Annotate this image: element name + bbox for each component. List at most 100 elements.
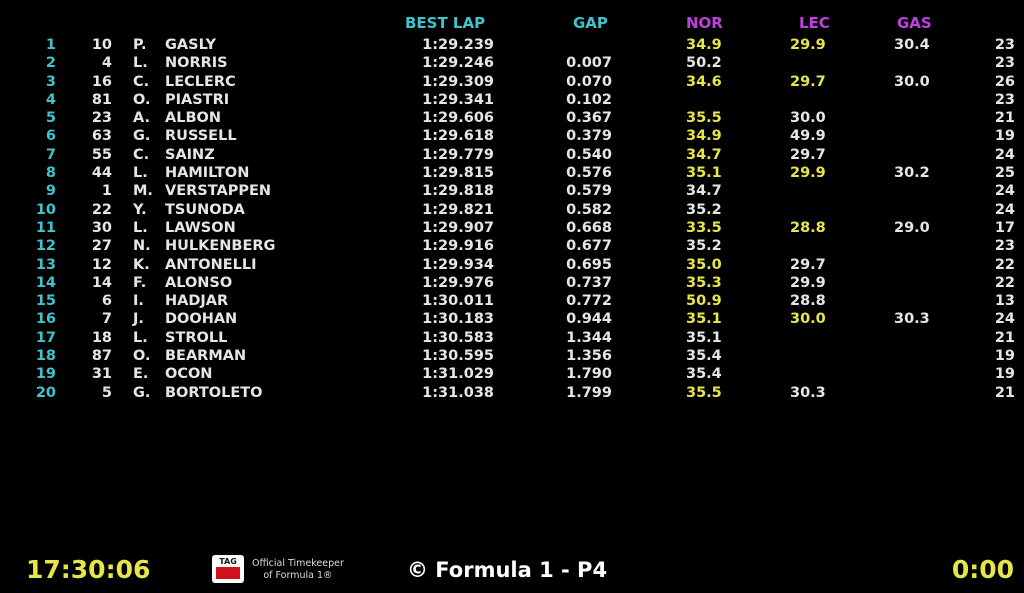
table-row: 3 16 C. LECLERC 1:29.309 0.070 34.6 29.7 30.0 26: [0, 73, 1024, 91]
table-row: 9 1 M. VERSTAPPEN 1:29.818 0.579 34.7 24: [0, 182, 1024, 200]
timing-table: 1 10 P. GASLY 1:29.239 34.9 29.9 30.4 23 2 4 L. NORR…: [0, 36, 1024, 402]
gap: 0.379: [566, 128, 612, 145]
sector-1: 34.7: [686, 183, 722, 200]
table-row: 16 7 J. DOOHAN 1:30.183 0.944 35.1 30.0 30.3 24: [0, 310, 1024, 328]
gap: 0.367: [566, 110, 612, 127]
car-number: 23: [91, 110, 112, 127]
header-sector-3: GAS: [897, 14, 932, 32]
sector-1: 35.1: [686, 311, 722, 328]
table-row: 4 81 O. PIASTRI 1:29.341 0.102 23: [0, 91, 1024, 109]
driver-name: BEARMAN: [165, 348, 247, 365]
gap: 0.944: [566, 311, 612, 328]
sector-2: 30.0: [790, 110, 826, 127]
position: 9: [45, 183, 56, 200]
table-row: 2 4 L. NORRIS 1:29.246 0.007 50.2 23: [0, 54, 1024, 72]
header-best-lap: BEST LAP: [405, 14, 486, 32]
sector-1: 35.0: [686, 256, 722, 273]
lap-count: 25: [994, 165, 1015, 182]
driver-initial: I.: [133, 293, 144, 310]
table-row: 18 87 O. BEARMAN 1:30.595 1.356 35.4 19: [0, 347, 1024, 365]
driver-name: DOOHAN: [165, 311, 238, 328]
sector-2: 30.0: [790, 311, 826, 328]
sector-1: 34.9: [686, 128, 722, 145]
position: 15: [35, 293, 56, 310]
sector-2: 29.7: [790, 146, 826, 163]
lap-count: 23: [994, 91, 1015, 108]
lap-count: 24: [994, 183, 1015, 200]
driver-name: PIASTRI: [165, 91, 230, 108]
best-lap: 1:30.583: [422, 329, 494, 346]
sector-1: 35.2: [686, 238, 722, 255]
car-number: 55: [91, 146, 112, 163]
car-number: 44: [91, 165, 112, 182]
lap-count: 23: [994, 37, 1015, 53]
header-sector-2: LEC: [799, 14, 830, 32]
gap: 1.790: [566, 366, 612, 383]
car-number: 27: [91, 238, 112, 255]
car-number: 18: [91, 329, 112, 346]
driver-initial: L.: [133, 329, 148, 346]
session-brand: © Formula 1 - P4: [407, 558, 608, 582]
car-number: 81: [91, 91, 112, 108]
driver-initial: K.: [133, 256, 150, 273]
best-lap: 1:31.029: [422, 366, 494, 383]
table-row: 17 18 L. STROLL 1:30.583 1.344 35.1 21: [0, 329, 1024, 347]
driver-name: NORRIS: [165, 55, 228, 72]
sector-3: 30.0: [894, 73, 930, 90]
gap: 0.772: [566, 293, 612, 310]
sector-1: 35.5: [686, 384, 722, 401]
driver-initial: Y.: [133, 201, 147, 218]
lap-count: 19: [994, 348, 1015, 365]
gap: 0.102: [566, 91, 612, 108]
car-number: 4: [101, 55, 112, 72]
sector-2: 28.8: [790, 293, 826, 310]
position: 5: [45, 110, 56, 127]
best-lap: 1:29.976: [422, 274, 494, 291]
driver-initial: F.: [133, 274, 147, 291]
table-row: 13 12 K. ANTONELLI 1:29.934 0.695 35.0 29.7 22: [0, 256, 1024, 274]
position: 11: [35, 219, 56, 236]
driver-initial: L.: [133, 165, 148, 182]
sector-3: 30.3: [894, 311, 930, 328]
tag-heuer-logo-text: TAG: [219, 557, 237, 566]
table-row: 8 44 L. HAMILTON 1:29.815 0.576 35.1 29.9 30.2 25: [0, 164, 1024, 182]
driver-name: OCON: [165, 366, 213, 383]
lap-count: 13: [994, 293, 1015, 310]
position: 18: [35, 348, 56, 365]
position: 16: [35, 311, 56, 328]
gap: 0.677: [566, 238, 612, 255]
sector-1: 34.9: [686, 37, 722, 53]
gap: 0.540: [566, 146, 612, 163]
driver-initial: C.: [133, 73, 150, 90]
driver-initial: O.: [133, 348, 151, 365]
lap-count: 23: [994, 238, 1015, 255]
timekeeper-line-1: Official Timekeeper: [252, 558, 344, 569]
table-row: 14 14 F. ALONSO 1:29.976 0.737 35.3 29.9 22: [0, 274, 1024, 292]
driver-name: ALBON: [165, 110, 221, 127]
sector-1: 35.4: [686, 348, 722, 365]
table-row: 10 22 Y. TSUNODA 1:29.821 0.582 35.2 24: [0, 201, 1024, 219]
lap-count: 17: [994, 219, 1015, 236]
sector-1: 50.9: [686, 293, 722, 310]
driver-name: HULKENBERG: [165, 238, 276, 255]
table-row: 20 5 G. BORTOLETO 1:31.038 1.799 35.5 30.3 21: [0, 384, 1024, 402]
sector-1: 35.3: [686, 274, 722, 291]
sector-3: 30.4: [894, 37, 930, 53]
gap: 0.007: [566, 55, 612, 72]
car-number: 7: [101, 311, 112, 328]
lap-count: 21: [994, 110, 1015, 127]
table-row: 6 63 G. RUSSELL 1:29.618 0.379 34.9 49.9 19: [0, 127, 1024, 145]
position: 1: [45, 37, 56, 53]
lap-count: 19: [994, 366, 1015, 383]
driver-name: GASLY: [165, 37, 217, 53]
best-lap: 1:29.916: [422, 238, 494, 255]
best-lap: 1:30.595: [422, 348, 494, 365]
best-lap: 1:29.309: [422, 73, 494, 90]
driver-initial: G.: [133, 128, 151, 145]
best-lap: 1:29.815: [422, 165, 494, 182]
gap: 0.695: [566, 256, 612, 273]
timing-header: BEST LAP GAP NOR LEC GAS: [0, 14, 1024, 34]
sector-1: 34.6: [686, 73, 722, 90]
best-lap: 1:29.606: [422, 110, 494, 127]
sector-3: 29.0: [894, 219, 930, 236]
